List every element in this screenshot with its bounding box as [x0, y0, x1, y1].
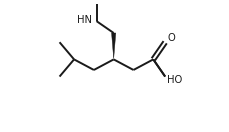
Text: HO: HO	[166, 75, 182, 85]
Polygon shape	[111, 33, 115, 59]
Text: HN: HN	[76, 15, 92, 25]
Text: O: O	[166, 33, 174, 43]
